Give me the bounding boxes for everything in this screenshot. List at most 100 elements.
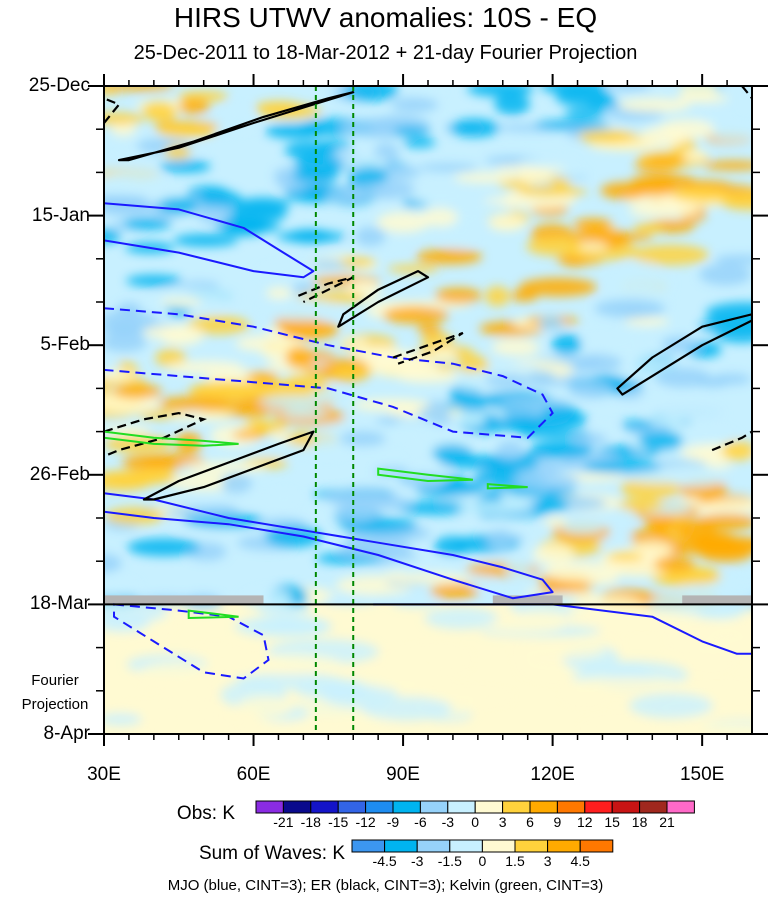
field-cell [661, 336, 699, 353]
field-cell [562, 258, 588, 267]
field-cell [694, 513, 752, 531]
field-cell [709, 123, 752, 142]
projection-cell [361, 696, 453, 721]
field-cell [606, 558, 670, 578]
field-blobs [104, 86, 752, 734]
field-cell [581, 336, 644, 347]
missing-data-bar [492, 595, 563, 605]
field-cell [453, 172, 519, 184]
field-cell [260, 395, 328, 408]
field-cell [721, 440, 752, 461]
field-cell [714, 254, 752, 265]
field-cell [661, 404, 723, 422]
field-cell [416, 248, 483, 265]
field-cell [560, 520, 605, 535]
field-cell [112, 384, 163, 399]
field-cell [630, 528, 673, 546]
field-cell [324, 190, 367, 201]
field-cell [365, 496, 412, 510]
waves-colorbar-tick-label: 3 [543, 853, 552, 869]
field-cell [510, 289, 538, 302]
field-cell [173, 233, 238, 247]
obs-colorbar-swatch [529, 800, 558, 814]
projection-cell [582, 610, 702, 627]
waves-colorbar-tick-label: 4.5 [570, 853, 590, 869]
projection-cell [153, 720, 233, 734]
field-cell [155, 348, 187, 367]
field-cell [501, 414, 545, 432]
field-cell [160, 159, 211, 173]
chart-subtitle: 25-Dec-2011 to 18-Mar-2012 + 21-day Four… [133, 42, 638, 64]
field-cell [630, 174, 695, 188]
field-cell [391, 97, 439, 113]
field-cell [104, 112, 146, 125]
field-cell [527, 370, 557, 387]
field-cell [653, 556, 696, 572]
projection-cell [236, 696, 294, 719]
projection-cell [485, 619, 564, 634]
field-cell [335, 502, 380, 523]
waves-colorbar-swatch [547, 839, 581, 853]
field-cell [291, 170, 339, 183]
field-cell [583, 460, 662, 474]
waves-colorbar-title: Sum of Waves: K [198, 843, 345, 864]
field-cell [622, 326, 656, 339]
field-cell [592, 424, 619, 434]
field-cell [551, 333, 582, 355]
field-cell [645, 515, 677, 531]
field-cell [513, 473, 580, 491]
field-cell [574, 354, 622, 372]
field-cell [442, 226, 476, 247]
obs-colorbar-swatch [584, 800, 613, 814]
missing-data-bar [104, 595, 264, 605]
obs-colorbar-tick-label: 12 [577, 814, 593, 830]
field-cell [220, 216, 268, 237]
projection-cell [232, 654, 342, 675]
field-cell [627, 473, 697, 484]
field-cell [183, 512, 264, 529]
field-cell [251, 420, 288, 433]
field-cell [532, 543, 574, 566]
y-tick-label: 5-Feb [40, 334, 90, 356]
field-cell [344, 86, 399, 102]
field-cell [505, 560, 531, 577]
field-cell [630, 541, 674, 559]
field-cell [639, 392, 670, 403]
field-cell [285, 346, 314, 369]
waves-colorbar-tick-label: -4.5 [372, 853, 397, 869]
obs-colorbar-tick-label: -21 [273, 814, 294, 830]
obs-colorbar-swatch [255, 800, 284, 814]
field-cell [658, 119, 715, 140]
field-cell [104, 332, 147, 352]
field-cell [682, 149, 708, 161]
er-contour-positive [337, 270, 430, 328]
obs-colorbar-tick-label: 15 [604, 814, 620, 830]
x-tick-label: 150E [679, 764, 725, 785]
projection-cell [167, 681, 209, 703]
field-cell [265, 298, 342, 321]
mjo-contour-negative [104, 202, 315, 279]
field-cell [638, 430, 684, 452]
obs-colorbar-swatch [447, 800, 476, 814]
er-contour-negative [104, 411, 207, 458]
field-cell [268, 489, 299, 508]
field-cell [487, 529, 514, 550]
mjo-contour-positive [104, 307, 554, 439]
y-tick-label: 25-Dec [28, 75, 90, 96]
kelvin-contour [187, 609, 239, 620]
field-cell [600, 182, 649, 200]
field-cell [698, 317, 752, 334]
field-cell [655, 367, 711, 388]
field-cell [696, 110, 730, 124]
waves-colorbar-tick-label: 0 [478, 853, 487, 869]
kelvin-contour [486, 483, 528, 490]
er-contour-positive [117, 91, 355, 162]
field-cell [411, 185, 470, 206]
field-cell [491, 338, 540, 356]
field-cell [165, 360, 244, 375]
waves-colorbar-tick-label: 1.5 [505, 853, 525, 869]
field-cell [220, 473, 252, 494]
field-cell [519, 157, 579, 168]
field-cell [104, 554, 122, 573]
y-tick-label: 18-Mar [29, 593, 90, 615]
